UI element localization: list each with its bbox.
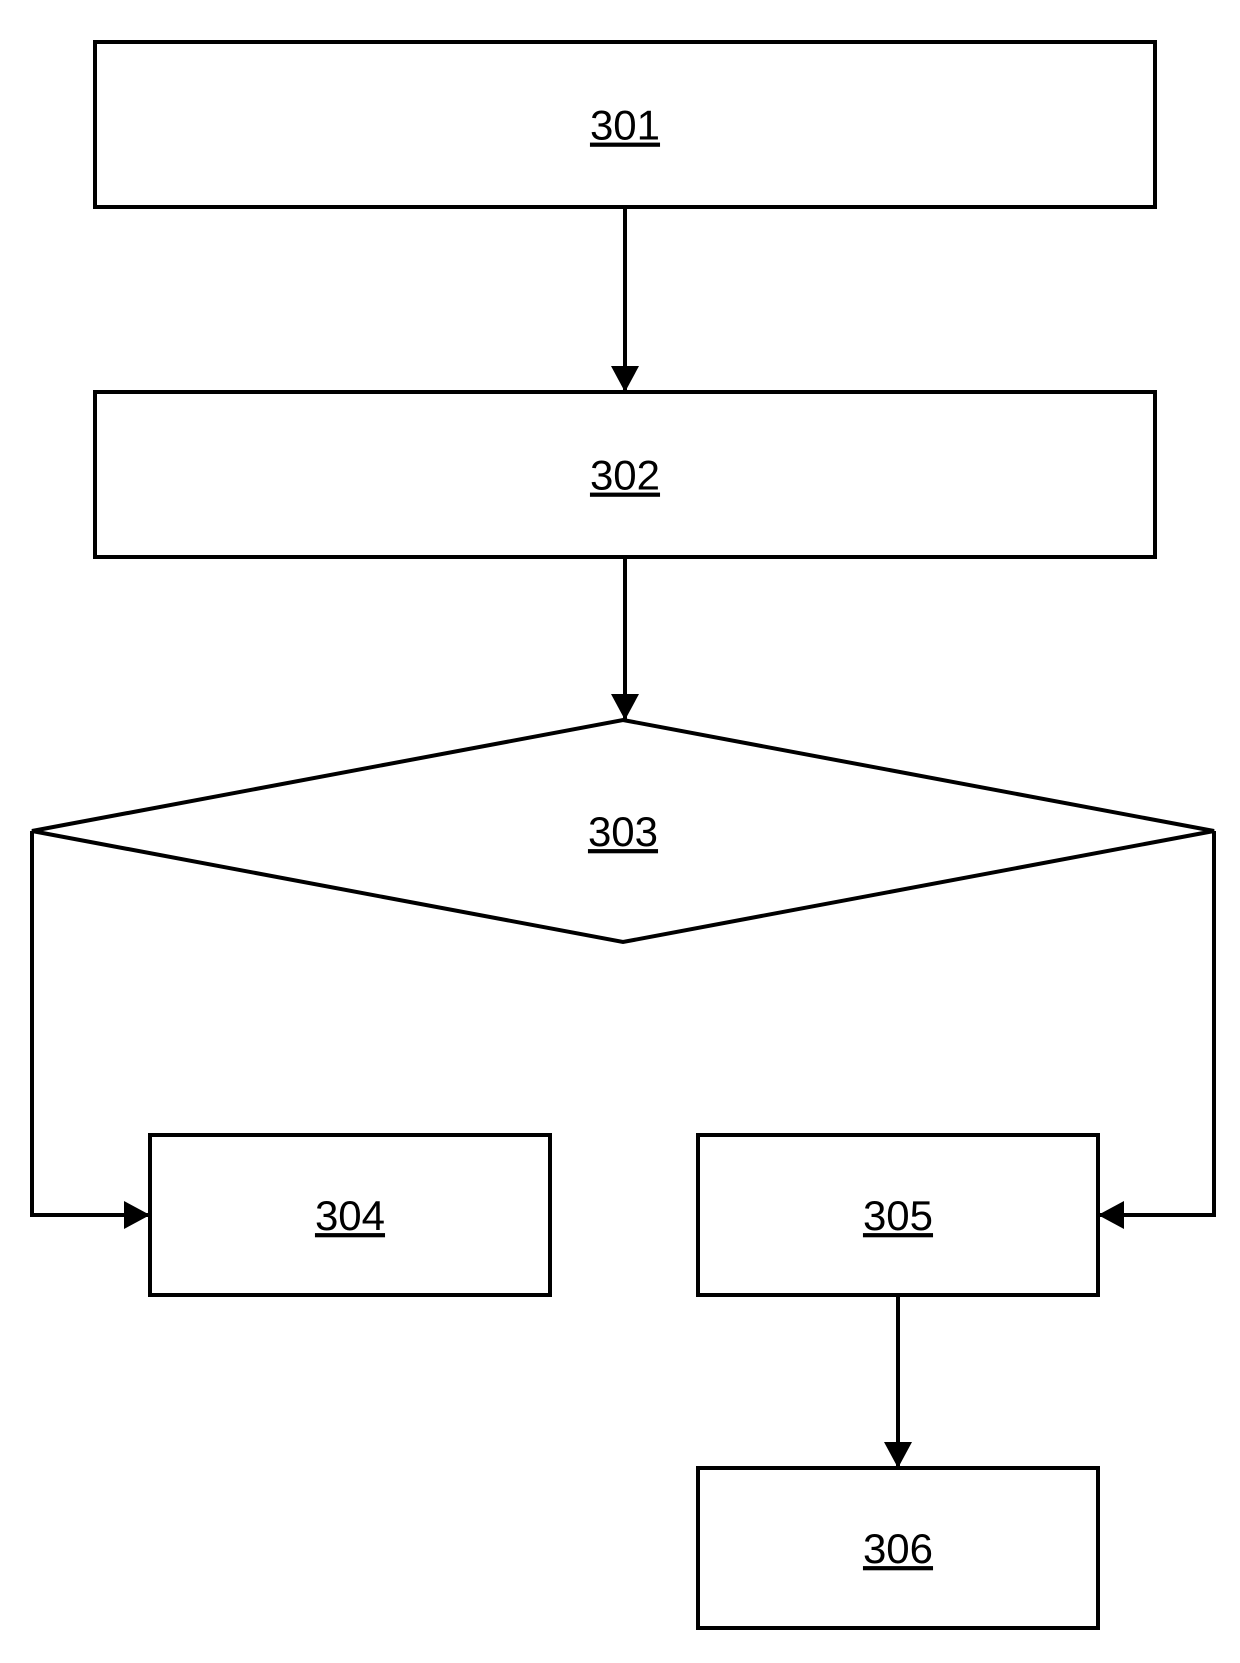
node-304: 304	[150, 1135, 550, 1295]
node-306: 306	[698, 1468, 1098, 1628]
edge-n303-n305	[1098, 831, 1214, 1215]
node-label-305: 305	[863, 1192, 933, 1239]
node-label-304: 304	[315, 1192, 385, 1239]
node-label-301: 301	[590, 102, 660, 149]
node-301: 301	[95, 42, 1155, 207]
node-label-302: 302	[590, 452, 660, 499]
node-303: 303	[32, 720, 1214, 942]
node-302: 302	[95, 392, 1155, 557]
node-label-306: 306	[863, 1525, 933, 1572]
edge-n303-n304	[32, 831, 150, 1215]
node-label-303: 303	[588, 808, 658, 855]
node-305: 305	[698, 1135, 1098, 1295]
flowchart-diagram: 301 302 303 304 305 306	[0, 0, 1240, 1663]
